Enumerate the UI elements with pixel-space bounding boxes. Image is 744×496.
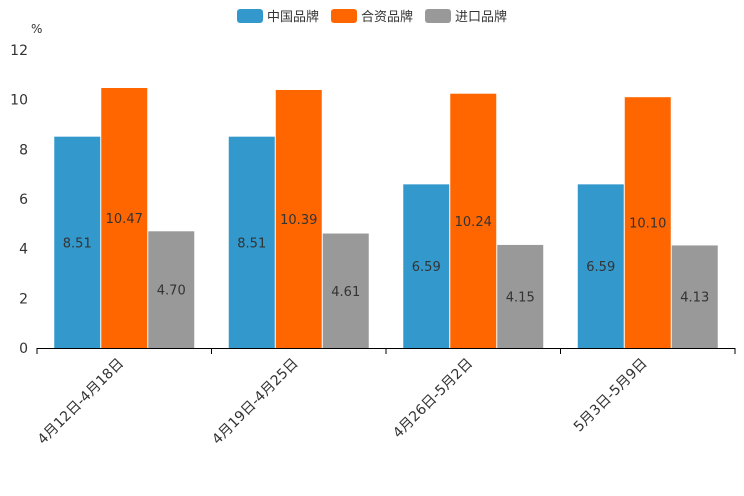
legend-label-joint: 合资品牌 xyxy=(360,10,413,25)
y-unit-label: % xyxy=(31,22,42,36)
bar-2-0 xyxy=(148,231,195,348)
legend-swatch-china xyxy=(236,8,263,23)
legend-swatch-joint xyxy=(330,8,357,23)
y-tick-label: 0 xyxy=(19,341,28,357)
y-tick-label: 2 xyxy=(19,291,28,307)
x-tick-label: 4月26日-5月2日 xyxy=(390,356,476,442)
legend-item-china[interactable]: 中国品牌 xyxy=(236,6,319,25)
y-tick-label: 10 xyxy=(10,93,28,109)
bar-2-3 xyxy=(671,245,718,348)
y-tick-label: 4 xyxy=(19,242,28,258)
legend-label-import: 进口品牌 xyxy=(455,10,508,25)
y-tick-label: 12 xyxy=(10,43,28,59)
legend-label-china: 中国品牌 xyxy=(266,10,319,25)
bar-2-1 xyxy=(322,233,369,348)
bar-0-1 xyxy=(228,136,275,348)
data-label-2-0: 4.70 xyxy=(157,284,186,299)
bar-0-3 xyxy=(577,184,624,348)
x-tick-label: 4月19日-4月25日 xyxy=(209,356,301,448)
data-label-2-1: 4.61 xyxy=(331,285,360,300)
data-label-1-0: 10.47 xyxy=(106,212,143,227)
legend-item-import[interactable]: 进口品牌 xyxy=(425,6,507,25)
bar-0-0 xyxy=(54,136,101,348)
data-label-2-2: 4.15 xyxy=(506,290,535,305)
data-label-2-3: 4.13 xyxy=(680,291,709,306)
bar-1-0 xyxy=(101,87,148,349)
data-label-0-2: 6.59 xyxy=(412,260,441,275)
x-tick-label: 5月3日-5月9日 xyxy=(571,356,651,436)
data-label-0-0: 8.51 xyxy=(63,236,92,251)
bar-1-2 xyxy=(450,93,497,348)
bar-0-2 xyxy=(403,184,450,348)
legend: 中国品牌 合资品牌 进口品牌 xyxy=(0,6,744,25)
x-tick-label: 4月12日-4月18日 xyxy=(35,356,127,448)
data-label-0-3: 6.59 xyxy=(586,260,615,275)
bar-1-3 xyxy=(624,97,671,348)
bar-1-1 xyxy=(275,89,322,349)
y-tick-label: 6 xyxy=(19,192,28,208)
data-label-1-3: 10.10 xyxy=(629,217,666,232)
bar-2-2 xyxy=(497,244,544,348)
legend-swatch-import xyxy=(425,8,451,23)
data-label-0-1: 8.51 xyxy=(237,236,266,251)
legend-item-joint[interactable]: 合资品牌 xyxy=(330,6,413,25)
data-label-1-1: 10.39 xyxy=(280,213,317,228)
y-tick-label: 8 xyxy=(19,142,28,158)
data-label-1-2: 10.24 xyxy=(455,215,492,230)
